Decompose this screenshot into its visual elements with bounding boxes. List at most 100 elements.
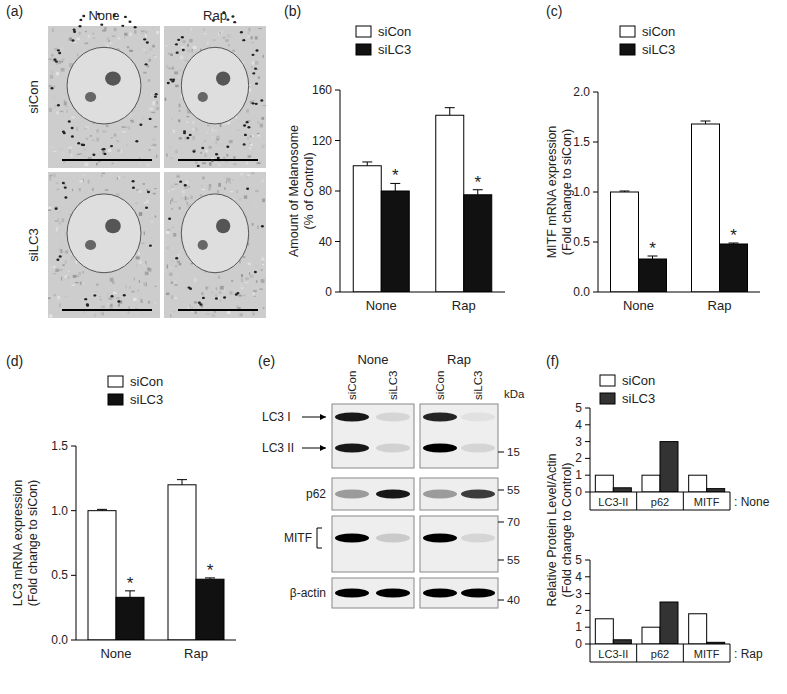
texture — [245, 282, 248, 283]
texture — [112, 163, 114, 164]
texture — [137, 289, 139, 291]
legend-label: siCon — [642, 24, 675, 39]
texture — [191, 196, 193, 199]
texture — [56, 228, 57, 232]
texture — [108, 149, 112, 152]
legend: siConsiLC3 — [620, 24, 675, 57]
y-tick — [71, 640, 76, 641]
y-tick — [335, 241, 340, 242]
texture — [212, 129, 213, 132]
granule — [252, 102, 255, 104]
granule — [64, 196, 67, 198]
band — [376, 413, 410, 422]
granule — [168, 218, 171, 220]
image-background — [48, 172, 160, 318]
texture — [216, 287, 217, 290]
granule — [132, 187, 135, 189]
granule — [251, 54, 254, 56]
texture — [167, 229, 170, 232]
texture — [212, 39, 216, 41]
texture — [99, 273, 101, 274]
texture — [52, 28, 54, 32]
texture — [185, 181, 189, 184]
texture — [55, 275, 57, 279]
error-cap — [445, 107, 455, 108]
bar — [196, 579, 224, 640]
texture — [231, 43, 234, 45]
texture — [105, 189, 109, 190]
granule — [176, 51, 179, 53]
texture — [126, 144, 127, 145]
texture — [204, 154, 206, 157]
texture — [184, 299, 186, 300]
texture — [250, 299, 254, 301]
texture — [62, 277, 63, 281]
legend-label: siLC3 — [378, 42, 411, 57]
granule — [55, 60, 58, 62]
panel-label: (b) — [284, 3, 301, 19]
texture — [85, 43, 89, 45]
granule — [233, 21, 236, 23]
texture — [180, 197, 183, 200]
y-tick — [71, 446, 76, 447]
texture — [208, 188, 211, 191]
texture — [136, 189, 139, 190]
scale-bar — [178, 309, 258, 311]
texture — [48, 209, 51, 211]
nucleolus — [85, 240, 96, 250]
texture — [126, 140, 127, 143]
texture — [259, 161, 260, 162]
texture — [176, 276, 178, 278]
blot — [332, 516, 498, 572]
texture — [171, 260, 174, 263]
y-tick — [593, 242, 598, 243]
marker-label: 15 — [507, 446, 520, 458]
texture — [75, 261, 77, 263]
texture — [92, 33, 94, 34]
texture — [102, 30, 106, 32]
texture — [134, 30, 136, 33]
granule — [82, 15, 85, 17]
texture — [237, 129, 240, 131]
texture — [63, 153, 64, 156]
bars — [353, 108, 492, 292]
granule — [215, 153, 218, 155]
texture — [108, 298, 111, 300]
texture — [132, 314, 133, 316]
category-separator — [730, 644, 731, 662]
granule — [246, 188, 249, 190]
texture — [61, 68, 65, 72]
texture — [208, 44, 211, 46]
texture — [122, 131, 126, 132]
texture — [168, 39, 170, 40]
granule — [244, 134, 247, 136]
texture — [99, 296, 101, 298]
granule — [146, 41, 149, 43]
texture — [186, 121, 188, 122]
texture — [144, 202, 146, 203]
texture — [175, 85, 178, 88]
texture — [214, 129, 217, 132]
texture — [218, 183, 221, 187]
texture — [84, 128, 88, 130]
granule — [97, 13, 100, 15]
texture — [123, 176, 126, 179]
y-axis-label: (Fold change to Control) — [560, 463, 574, 598]
texture — [206, 132, 208, 133]
texture — [143, 183, 145, 185]
y-tick-label: 0.0 — [51, 633, 68, 647]
texture — [58, 296, 60, 300]
texture — [185, 196, 186, 200]
texture — [84, 155, 86, 157]
texture — [130, 289, 132, 291]
texture — [85, 123, 86, 124]
texture — [206, 313, 210, 314]
category-separator — [636, 644, 637, 662]
texture — [139, 212, 142, 216]
texture — [49, 108, 52, 111]
texture — [171, 281, 174, 284]
y-tick — [585, 475, 590, 476]
texture — [145, 51, 147, 54]
texture — [214, 311, 216, 313]
texture — [151, 94, 152, 95]
